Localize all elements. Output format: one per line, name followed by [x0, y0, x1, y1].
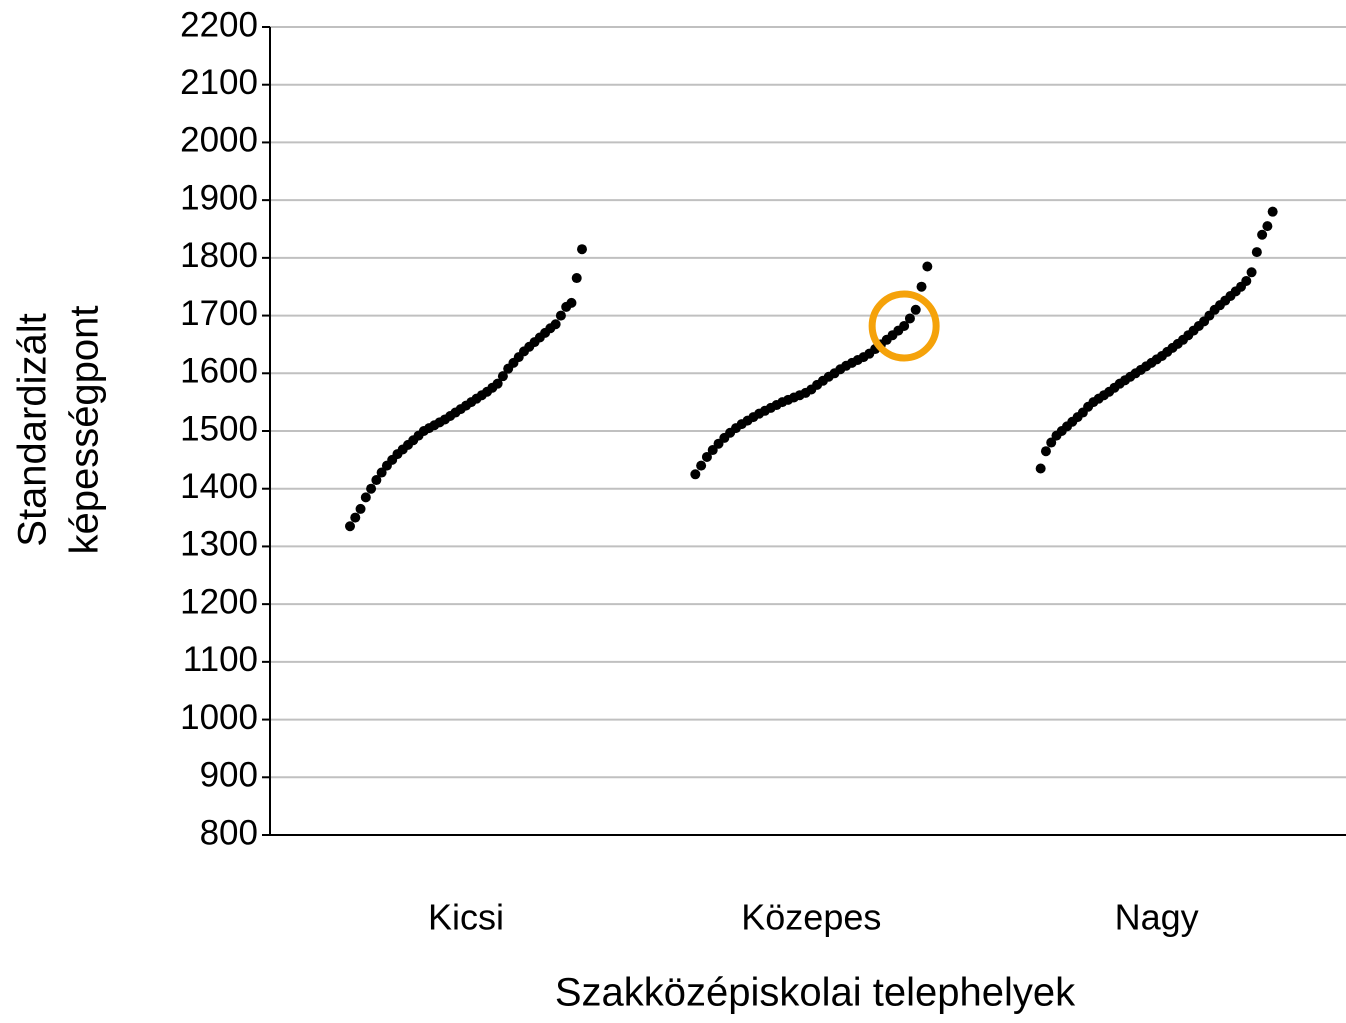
- dot: [371, 475, 382, 486]
- y-tick-label: 1500: [180, 409, 258, 448]
- dot: [910, 304, 921, 315]
- x-tick-label: Közepes: [741, 897, 881, 938]
- y-tick-label: 1100: [183, 640, 258, 679]
- y-tick-label: 1200: [180, 582, 258, 621]
- dot: [550, 319, 561, 330]
- dot: [899, 320, 910, 331]
- dot: [1046, 437, 1057, 448]
- dot: [916, 281, 927, 292]
- y-tick-label: 1300: [180, 525, 258, 564]
- y-tick-label: 1800: [180, 236, 258, 275]
- y-tick-label: 900: [200, 756, 258, 795]
- dot: [366, 483, 377, 494]
- y-tick-label: 1900: [180, 178, 258, 217]
- dot: [1040, 446, 1051, 457]
- dot: [696, 460, 707, 471]
- y-tick-label: 1400: [180, 467, 258, 506]
- y-tick-label: 2100: [180, 63, 258, 102]
- dot: [1035, 463, 1046, 474]
- y-tick-label: 1000: [180, 698, 258, 737]
- dot: [376, 467, 387, 478]
- dot: [350, 512, 361, 523]
- dot: [1246, 267, 1257, 278]
- highlight-ring: [868, 290, 940, 362]
- dot: [1241, 275, 1252, 286]
- dot: [1262, 221, 1273, 232]
- dot: [1257, 229, 1268, 240]
- y-tick-label: 1600: [180, 352, 258, 391]
- dot: [345, 521, 355, 532]
- dot: [355, 503, 366, 514]
- dot: [922, 261, 933, 272]
- dot: [360, 492, 371, 503]
- dot: [701, 451, 712, 462]
- dot: [571, 273, 582, 284]
- dot: [1251, 247, 1262, 258]
- y-tick-label: 2000: [180, 121, 258, 160]
- dot: [904, 313, 915, 324]
- dot: [690, 469, 701, 480]
- x-tick-label: Kicsi: [428, 897, 504, 938]
- dot: [707, 445, 718, 456]
- dot: [555, 310, 566, 321]
- y-tick-label: 800: [200, 813, 258, 852]
- dot: [1267, 206, 1278, 217]
- y-axis-title-line: Standardizált: [11, 313, 55, 546]
- y-tick-label: 2200: [180, 5, 258, 44]
- dot: [577, 244, 587, 255]
- x-tick-label: Nagy: [1115, 897, 1199, 938]
- dot: [566, 297, 577, 308]
- y-tick-label: 1700: [180, 294, 258, 333]
- dot: [492, 378, 503, 389]
- y-axis-title-line: képességpont: [63, 305, 107, 554]
- y-axis-title: Standardizált képességpont: [11, 305, 107, 554]
- dot: [497, 371, 508, 382]
- x-axis-title: Szakközépiskolai telephelyek: [555, 971, 1076, 1015]
